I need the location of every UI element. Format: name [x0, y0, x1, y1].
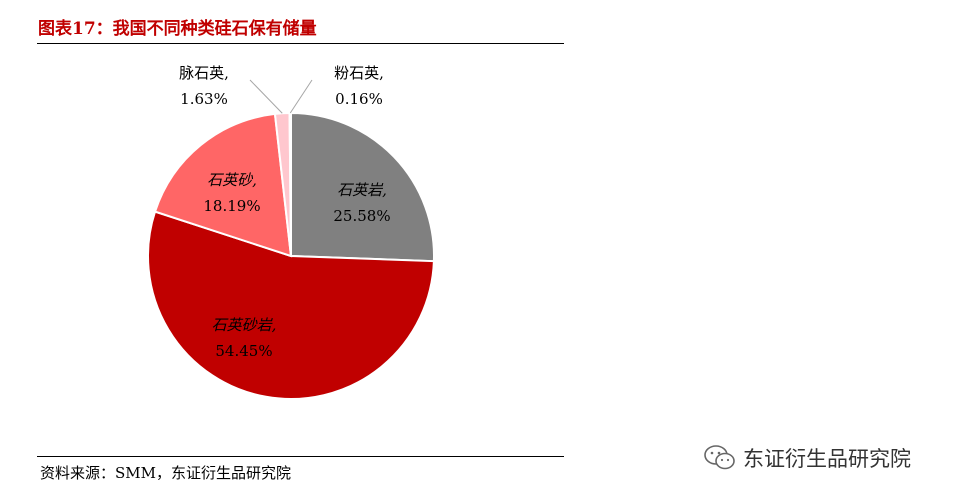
- leader-line-5: [289, 79, 313, 114]
- slice-label-5: 粉石英,: [334, 64, 384, 82]
- slice-label-4: 脉石英,: [179, 64, 229, 82]
- slice-value-label-5: 0.16%: [335, 90, 383, 108]
- slice-value-label-2: 54.45%: [215, 342, 272, 360]
- source-note: 资料来源：SMM，东证衍生品研究院: [40, 464, 291, 482]
- chart-title: 图表17：我国不同种类硅石保有储量: [38, 19, 317, 39]
- watermark-text: 东证衍生品研究院: [743, 447, 911, 471]
- slice-value-label-4: 1.63%: [180, 90, 228, 108]
- pie-slice-2: [147, 210, 435, 400]
- bottom-rule: [37, 456, 564, 457]
- pie-slice-3: [153, 112, 293, 258]
- leader-line-4: [249, 79, 283, 114]
- slice-label-2: 石英砂岩,: [212, 316, 277, 334]
- slice-label-3: 石英砂,: [207, 171, 257, 189]
- top-rule: [37, 43, 564, 44]
- slice-value-label-3: 18.19%: [203, 197, 260, 215]
- slice-label-1: 石英岩,: [337, 181, 387, 199]
- wechat-icon: [704, 445, 735, 470]
- slice-value-label-1: 25.58%: [333, 207, 390, 225]
- watermark: 东证衍生品研究院: [703, 443, 911, 473]
- pie-slice-1: [290, 111, 435, 263]
